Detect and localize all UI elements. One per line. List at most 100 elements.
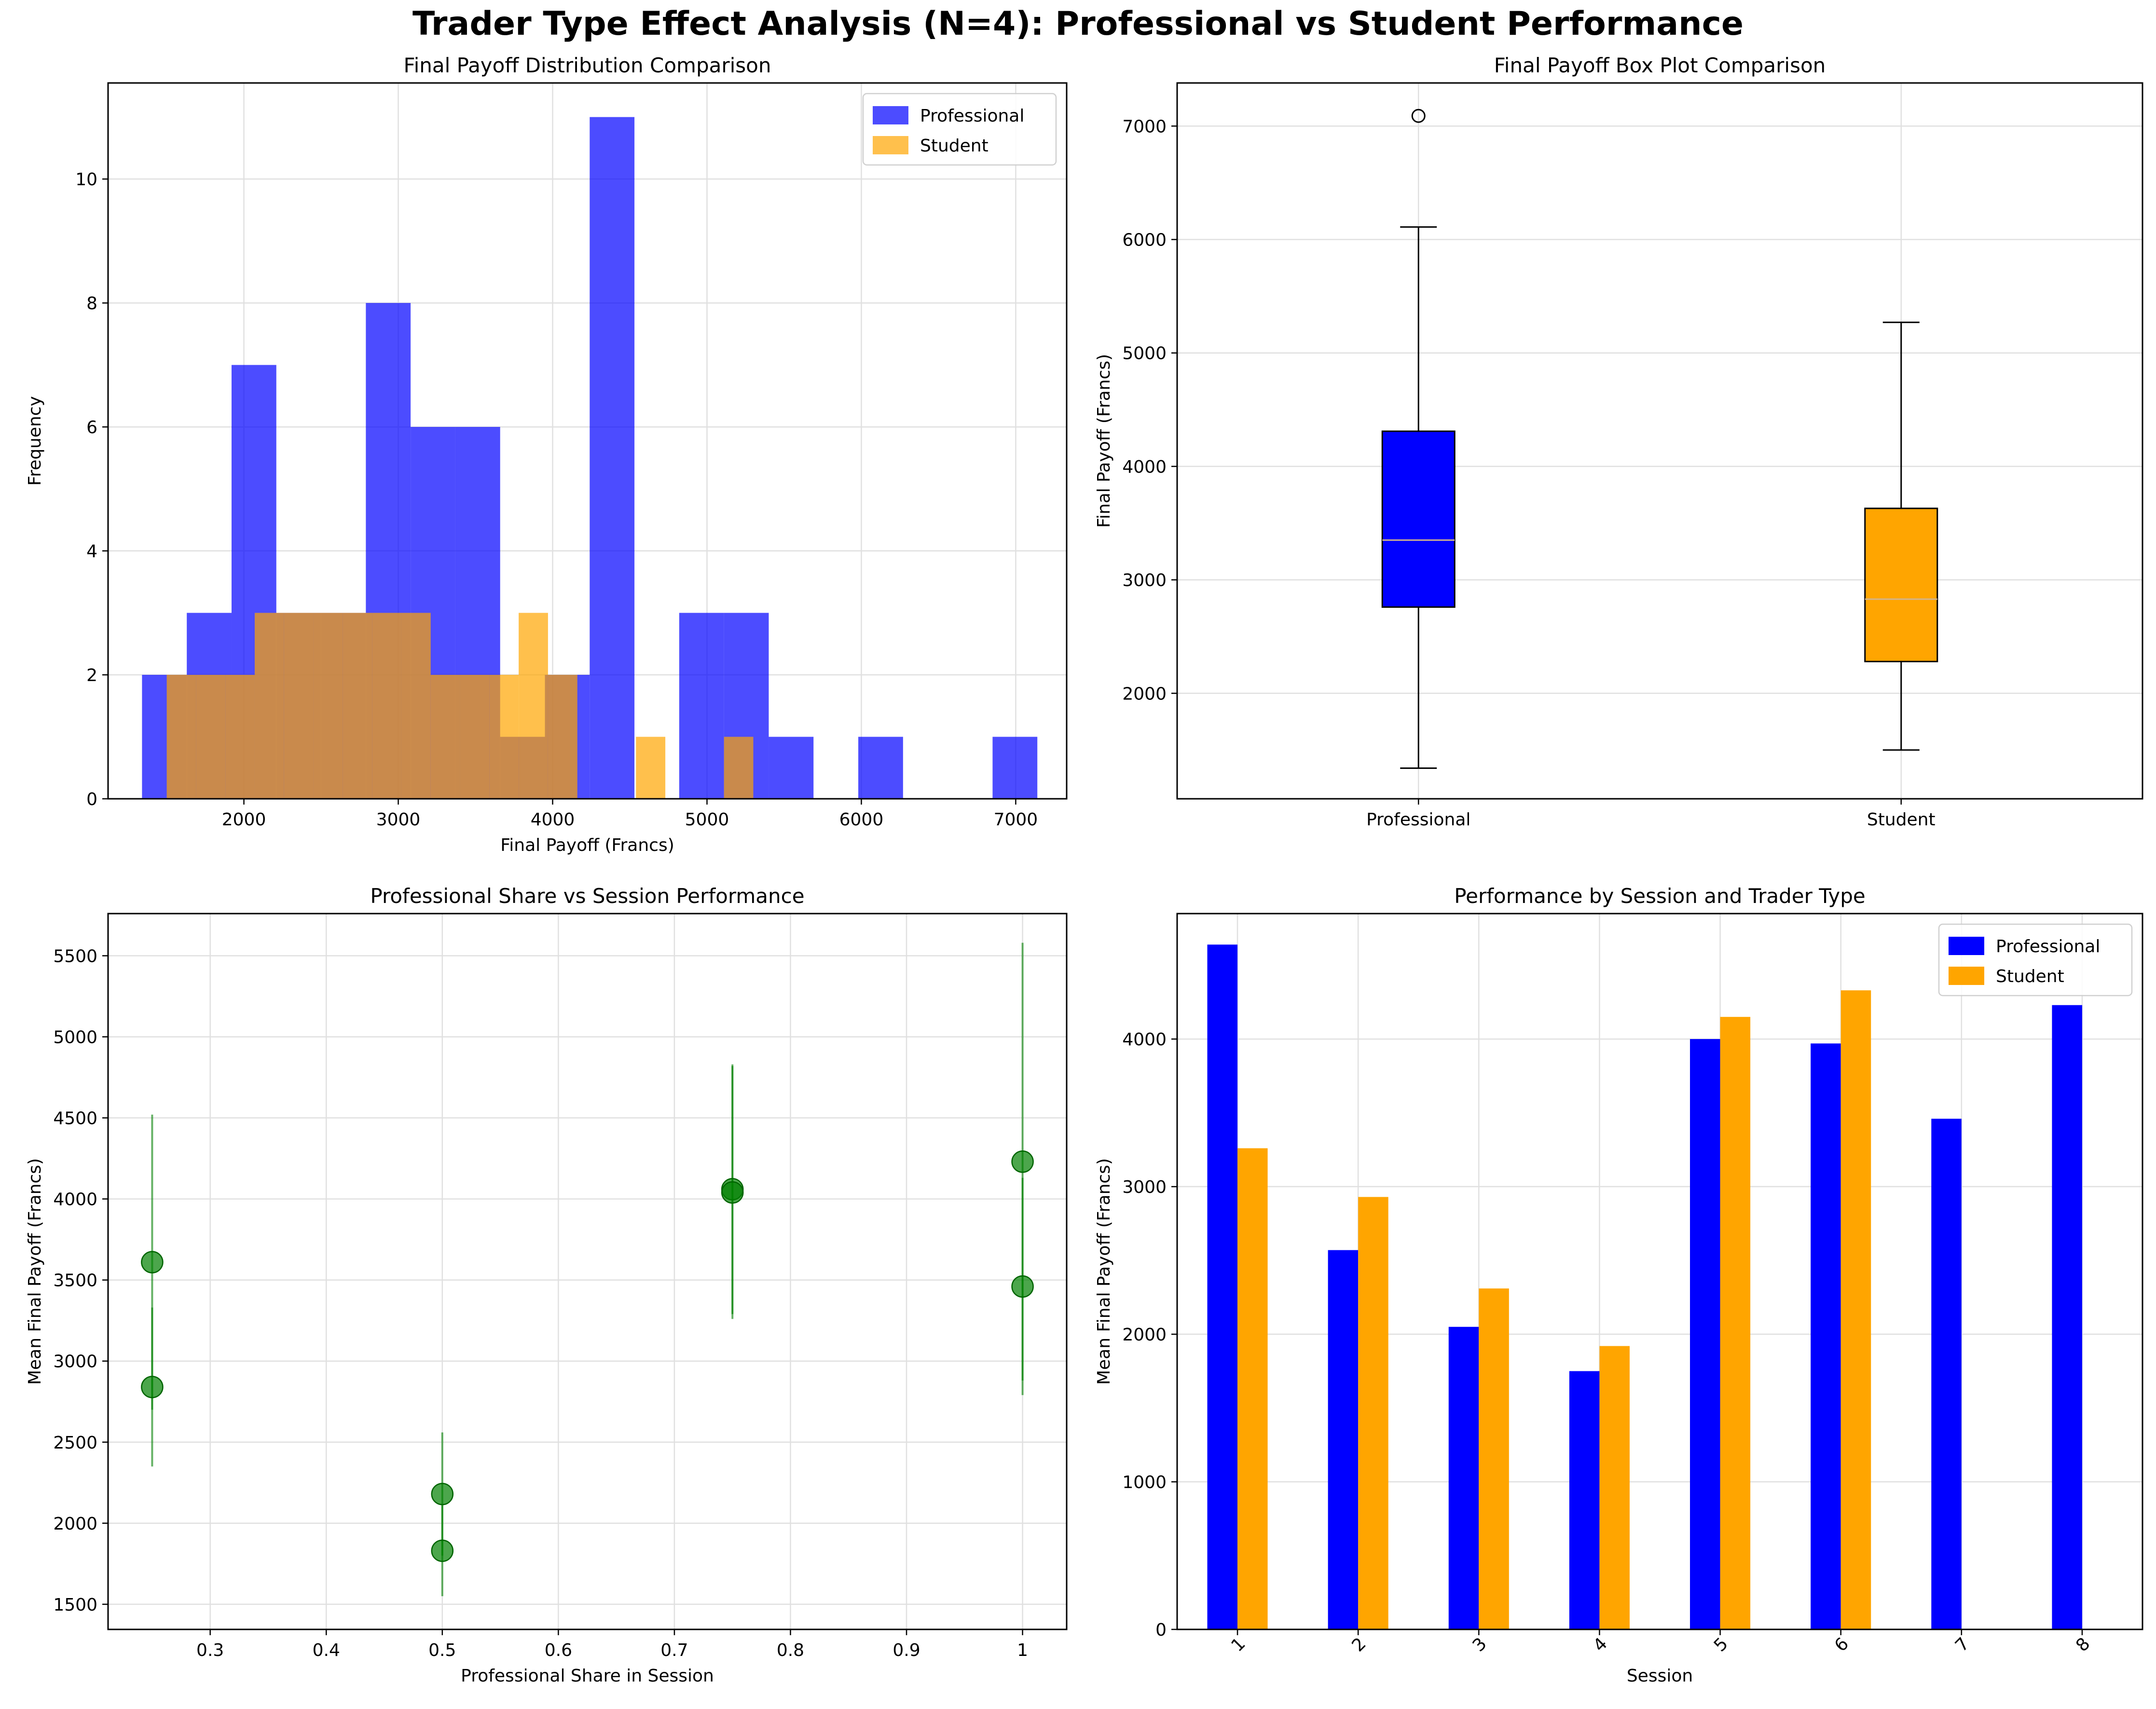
hist-bar-student-8 (401, 613, 431, 799)
grouped-ytick-label: 1000 (1122, 1473, 1167, 1492)
scatter-ytick-label: 5500 (53, 946, 97, 966)
box-ylabel: Final Payoff (Francs) (1094, 354, 1114, 528)
grouped-xtick-label: 7 (1951, 1634, 1973, 1655)
hist-bar-student-12 (519, 613, 548, 799)
scatter-xtick-label: 0.6 (545, 1641, 572, 1660)
grouped-ylabel: Mean Final Payoff (Francs) (1094, 1158, 1114, 1385)
grouped-xtick-label: 3 (1469, 1634, 1491, 1655)
hist-bar-student-2 (225, 675, 255, 799)
hist-xtick-label: 5000 (685, 810, 729, 830)
scatter-ytick-label: 1500 (53, 1595, 97, 1615)
scatter-ytick-label: 2000 (53, 1514, 97, 1534)
scatter-ytick-label: 5000 (53, 1027, 97, 1047)
scatter-ytick-label: 4000 (53, 1190, 97, 1210)
scatter-xtick-label: 0.5 (428, 1641, 456, 1660)
hist-bar-student-19 (724, 737, 754, 799)
hist-bar-professional-10 (590, 117, 635, 799)
scatter-point-5 (721, 1181, 744, 1204)
hist-bar-student-11 (489, 675, 519, 799)
hist-bar-professional-19 (992, 737, 1038, 799)
hist-legend-swatch-1 (873, 136, 908, 154)
scatter-ytick-label: 4500 (53, 1109, 97, 1129)
box-ytick-label: 2000 (1122, 684, 1167, 704)
hist-bar-professional-16 (858, 737, 903, 799)
hist-bar-student-10 (460, 675, 490, 799)
grouped-bar-student-session-4 (1599, 1346, 1630, 1629)
hist-legend-label: Student (920, 136, 989, 156)
scatter-point-1 (141, 1376, 164, 1398)
hist-xlabel: Final Payoff (Francs) (500, 835, 674, 855)
scatter-ytick-label: 2500 (53, 1433, 97, 1453)
hist-legend (862, 93, 1057, 166)
hist-bar-student-0 (166, 675, 196, 799)
hist-xtick-label: 2000 (222, 810, 266, 830)
scatter-ytick-label: 3000 (53, 1352, 97, 1372)
scatter-point-6 (1011, 1150, 1034, 1173)
hist-xtick-label: 7000 (994, 810, 1038, 830)
grouped-ytick-label: 2000 (1122, 1325, 1167, 1345)
hist-bar-student-7 (372, 613, 401, 799)
grouped-legend-label: Professional (1996, 937, 2100, 957)
box-professional-box (1381, 430, 1456, 608)
scatter-title: Professional Share vs Session Performanc… (370, 884, 804, 908)
hist-bar-student-4 (284, 613, 314, 799)
scatter-point-2 (431, 1483, 454, 1505)
hist-bar-student-9 (430, 675, 460, 799)
grouped-bar-student-session-1 (1237, 1148, 1268, 1629)
box-ytick-label: 7000 (1122, 117, 1167, 137)
hist-bar-student-3 (254, 613, 284, 799)
grouped-bar-professional-session-1 (1207, 944, 1238, 1629)
box-ytick-label: 6000 (1122, 231, 1167, 250)
grouped-ytick-label: 0 (1155, 1620, 1167, 1640)
hist-ytick-label: 4 (86, 542, 97, 561)
grouped-legend-label: Student (1996, 967, 2064, 986)
hist-xtick-label: 3000 (376, 810, 421, 830)
box-student-box (1864, 507, 1938, 662)
hist-bar-student-16 (636, 737, 666, 799)
hist-bar-student-1 (196, 675, 226, 799)
grouped-legend-swatch-0 (1949, 937, 1984, 955)
hist-title: Final Payoff Distribution Comparison (403, 54, 771, 77)
grouped-bar-professional-session-2 (1328, 1250, 1359, 1629)
grouped-xtick-label: 6 (1831, 1634, 1853, 1655)
grouped-bar-student-session-6 (1840, 990, 1871, 1629)
hist-ytick-label: 0 (86, 790, 97, 809)
grouped-bar-professional-session-8 (2052, 1005, 2082, 1629)
hist-bar-professional-12 (679, 613, 724, 799)
grouped-bar-student-session-5 (1720, 1017, 1751, 1629)
figure-title: Trader Type Effect Analysis (N=4): Profe… (412, 5, 1744, 43)
box-xtick-label: Professional (1366, 810, 1470, 830)
grouped-xtick-label: 4 (1590, 1634, 1611, 1655)
hist-ytick-label: 10 (75, 170, 97, 190)
scatter-xtick-label: 0.3 (196, 1641, 224, 1660)
grouped-title: Performance by Session and Trader Type (1454, 884, 1865, 908)
box-ytick-label: 5000 (1122, 344, 1167, 364)
box-frame (1176, 82, 2143, 800)
box-ytick-label: 3000 (1122, 571, 1167, 590)
box-professional-outlier-0 (1411, 109, 1426, 123)
scatter-xtick-label: 0.8 (777, 1641, 804, 1660)
grouped-bar-professional-session-4 (1569, 1371, 1600, 1629)
grouped-xtick-label: 2 (1348, 1634, 1370, 1655)
scatter-point-0 (141, 1251, 164, 1273)
hist-bar-professional-14 (769, 737, 814, 799)
hist-ytick-label: 6 (86, 418, 97, 438)
scatter-xtick-label: 0.9 (893, 1641, 920, 1660)
hist-ylabel: Frequency (25, 396, 45, 486)
grouped-xtick-label: 5 (1710, 1634, 1732, 1655)
grouped-bar-student-session-2 (1358, 1197, 1388, 1629)
scatter-point-3 (431, 1539, 454, 1562)
hist-ytick-label: 8 (86, 294, 97, 314)
box-title: Final Payoff Box Plot Comparison (1494, 54, 1826, 77)
box-ytick-label: 4000 (1122, 457, 1167, 477)
hist-bar-student-5 (313, 613, 343, 799)
scatter-ylabel: Mean Final Payoff (Francs) (25, 1158, 45, 1385)
hist-legend-label: Professional (920, 106, 1024, 126)
hist-ytick-label: 2 (86, 666, 97, 685)
grouped-bar-professional-session-6 (1811, 1043, 1841, 1629)
grouped-frame (1176, 913, 2143, 1630)
hist-xtick-label: 4000 (531, 810, 575, 830)
hist-bar-student-13 (548, 675, 577, 799)
scatter-frame (107, 913, 1068, 1630)
